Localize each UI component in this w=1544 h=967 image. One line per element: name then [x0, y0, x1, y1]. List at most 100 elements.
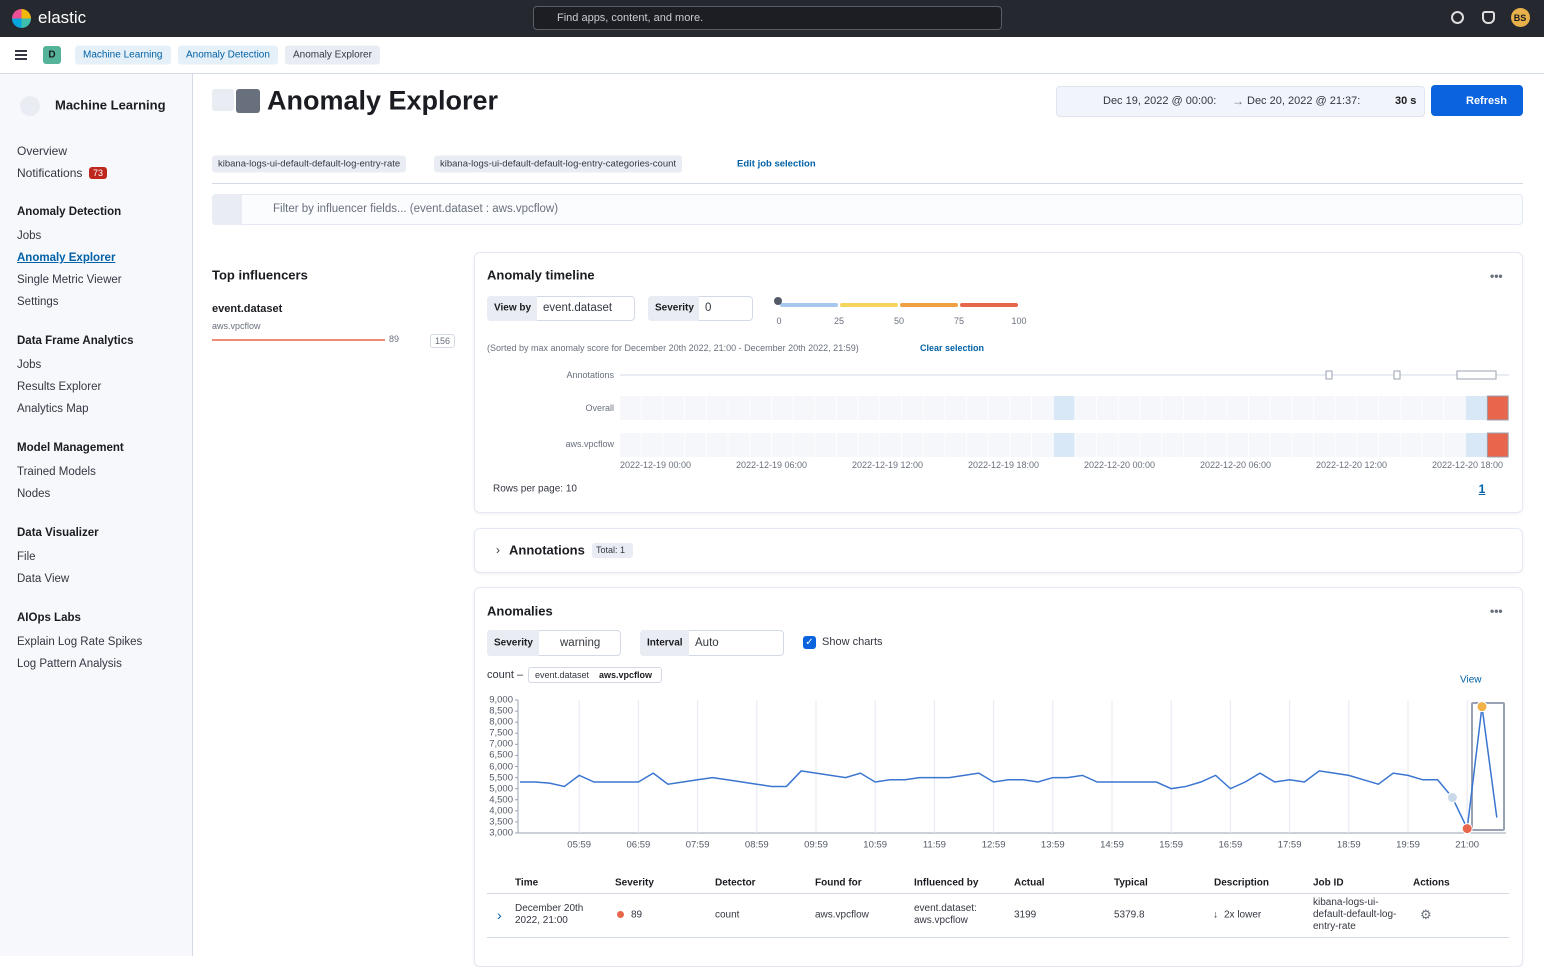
- menu-icon[interactable]: [15, 50, 27, 60]
- nav-item[interactable]: Analytics Map: [17, 403, 89, 415]
- refresh-button[interactable]: [1431, 85, 1523, 116]
- nav-item[interactable]: Jobs: [17, 230, 42, 242]
- view-by-prepend: [487, 296, 537, 321]
- column-header[interactable]: Influenced by: [914, 877, 979, 889]
- nav-item[interactable]: Notifications: [17, 166, 83, 180]
- nav-item[interactable]: Jobs: [17, 359, 42, 371]
- interval-value[interactable]: Auto: [695, 637, 719, 649]
- heatmap-cell: [1140, 433, 1162, 457]
- heatmap-cell: [685, 433, 706, 457]
- nav-item[interactable]: Single Metric Viewer: [17, 274, 122, 286]
- edit-job[interactable]: Edit job selection: [737, 158, 816, 170]
- avatar[interactable]: [1511, 8, 1530, 27]
- clear-selection[interactable]: Clear selection: [920, 343, 985, 353]
- filter-options[interactable]: [212, 194, 242, 225]
- entity-field: event.dataset: [535, 670, 590, 680]
- view-by-value[interactable]: event.dataset: [543, 302, 613, 314]
- heatmap-cell: [641, 396, 663, 420]
- heatmap-cell: [945, 396, 967, 420]
- anomalies-menu[interactable]: •••: [1490, 604, 1503, 618]
- refresh-label[interactable]: Refresh: [1466, 95, 1507, 107]
- heatmap-cell: [663, 396, 685, 420]
- column-header[interactable]: Detector: [715, 877, 756, 889]
- show-charts-label[interactable]: Show charts: [822, 636, 883, 648]
- column-header[interactable]: Job ID: [1313, 877, 1344, 889]
- x-tick-label: 07:59: [685, 839, 710, 851]
- date-end[interactable]: Dec 20, 2022 @ 21:37:: [1247, 95, 1361, 107]
- nav-item[interactable]: Nodes: [17, 488, 51, 500]
- search-box[interactable]: [533, 6, 1002, 30]
- heatmap-cell: [1378, 396, 1400, 420]
- nav-item[interactable]: Settings: [17, 296, 59, 308]
- divider: [212, 183, 1523, 184]
- date-start[interactable]: Dec 19, 2022 @ 00:00:: [1103, 95, 1217, 107]
- heatmap-cell: [1248, 433, 1270, 457]
- date-arrow: →: [1232, 94, 1244, 108]
- breadcrumb[interactable]: Anomaly Explorer: [285, 45, 380, 65]
- nav-item[interactable]: Explain Log Rate Spikes: [17, 636, 143, 648]
- heatmap-cell: [1010, 396, 1032, 420]
- nav-item[interactable]: Anomaly Explorer: [17, 252, 116, 264]
- severity-prepend: [648, 296, 699, 321]
- nav-item[interactable]: Overview: [17, 144, 68, 158]
- column-header[interactable]: Description: [1214, 877, 1270, 889]
- rows-per-page[interactable]: Rows per page: 10: [493, 483, 577, 495]
- gear-icon[interactable]: ⚙: [1420, 907, 1432, 922]
- heatmap-cell: [771, 433, 793, 457]
- panel-title: Annotations: [509, 542, 585, 558]
- space-badge[interactable]: [43, 46, 61, 64]
- column-header[interactable]: Typical: [1114, 877, 1148, 889]
- severity-value[interactable]: 0: [705, 302, 712, 314]
- table-header-line: [487, 893, 1509, 894]
- refresh-interval[interactable]: 30 s: [1395, 95, 1417, 107]
- table-cell: event.dataset: aws.vpcflow: [914, 903, 977, 926]
- annotations-panel[interactable]: [474, 528, 1523, 573]
- nav-item[interactable]: File: [17, 551, 36, 563]
- view-link[interactable]: View: [1460, 674, 1482, 686]
- filter-placeholder[interactable]: Filter by influencer fields... (event.da…: [273, 203, 559, 215]
- column-header[interactable]: Severity: [615, 877, 654, 889]
- heatmap-cell: [945, 433, 967, 457]
- nav-item[interactable]: Trained Models: [17, 466, 96, 478]
- severity-select-value[interactable]: warning: [560, 637, 601, 649]
- news-icon[interactable]: [1482, 11, 1495, 24]
- column-header[interactable]: Actual: [1014, 877, 1045, 889]
- heatmap-cell: [1400, 433, 1422, 457]
- timeline-menu[interactable]: •••: [1490, 269, 1503, 283]
- breadcrumb[interactable]: Anomaly Detection: [178, 45, 278, 65]
- date-picker[interactable]: [1056, 86, 1425, 117]
- chart-view-icon[interactable]: [212, 89, 234, 111]
- column-header[interactable]: Time: [515, 877, 539, 889]
- expand-chevron[interactable]: ›: [496, 543, 500, 557]
- anomaly-point: [1461, 823, 1473, 835]
- badge: 73: [89, 167, 108, 179]
- nav-item[interactable]: Results Explorer: [17, 381, 102, 393]
- nav-item[interactable]: Data View: [17, 573, 70, 585]
- interval-prepend: [640, 630, 689, 656]
- column-header[interactable]: Actions: [1413, 877, 1450, 889]
- column-header[interactable]: Found for: [815, 877, 862, 889]
- panel-title: Anomalies: [487, 603, 553, 619]
- row-expand[interactable]: ›: [497, 907, 502, 923]
- search-placeholder[interactable]: Find apps, content, and more.: [557, 12, 704, 24]
- table-view-icon[interactable]: [236, 89, 260, 113]
- nav-item[interactable]: Log Pattern Analysis: [17, 658, 122, 670]
- heatmap-cell: [1075, 396, 1097, 420]
- logo[interactable]: [12, 9, 31, 28]
- heatmap-cell: [966, 433, 988, 457]
- heatmap-cell: [1118, 433, 1140, 457]
- annotation-marker: [1325, 370, 1333, 380]
- help-icon[interactable]: [1451, 11, 1464, 24]
- filter-bar[interactable]: [212, 194, 1523, 225]
- heatmap-cell: [1053, 396, 1075, 420]
- show-charts-checkbox[interactable]: ✓: [803, 636, 816, 649]
- heatmap-cell: [836, 433, 858, 457]
- avatar-initials: BS: [1513, 13, 1527, 23]
- brand[interactable]: elastic: [38, 8, 87, 27]
- page-number[interactable]: 1: [1478, 482, 1486, 496]
- heatmap-cell: [1075, 433, 1097, 457]
- breadcrumb[interactable]: Machine Learning: [75, 45, 171, 65]
- x-tick-label: 09:59: [804, 839, 828, 851]
- x-tick-label: 16:59: [1218, 839, 1243, 851]
